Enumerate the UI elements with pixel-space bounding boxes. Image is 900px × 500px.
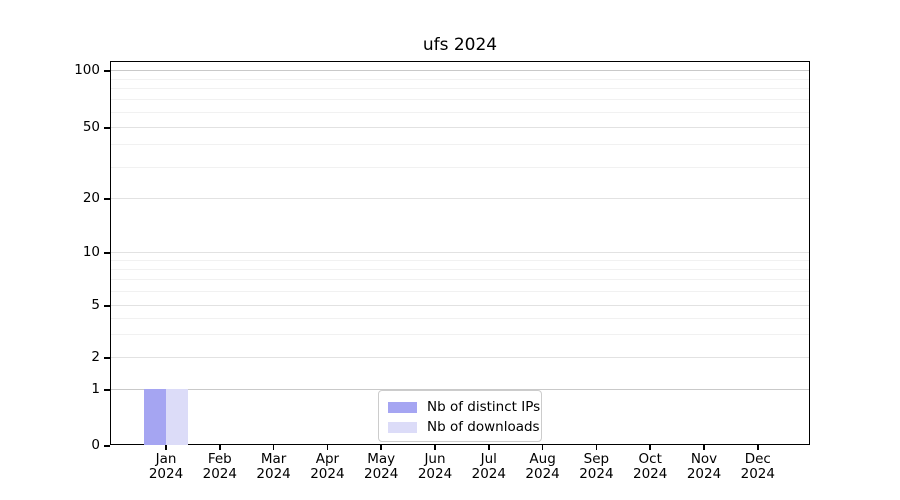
bar-downloads	[166, 389, 188, 445]
x-tick-label-year: 2024	[256, 466, 291, 482]
chart-title: ufs 2024	[422, 35, 498, 55]
y-major-gridline	[111, 70, 809, 71]
x-tick-mark	[649, 445, 651, 450]
x-tick-mark	[219, 445, 221, 450]
x-tick-mark	[272, 445, 275, 450]
x-tick-label-year: 2024	[364, 466, 399, 482]
x-tick-label-month: Jun	[424, 451, 446, 467]
y-minor-gridline	[111, 79, 809, 80]
y-minor-gridline	[111, 260, 809, 261]
x-tick-mark	[595, 445, 598, 450]
y-tick-mark	[104, 70, 110, 72]
y-tick-mark	[104, 357, 110, 359]
x-tick-label-month: Dec	[744, 451, 771, 467]
y-tick-mark	[104, 305, 110, 307]
x-tick-mark	[488, 445, 490, 450]
y-tick-label: 2	[91, 349, 100, 365]
y-major-gridline	[111, 305, 809, 306]
x-tick-label-month: Jul	[480, 451, 497, 467]
y-major-gridline	[111, 389, 809, 390]
x-tick-label: May 2024	[351, 452, 411, 482]
y-tick-label: 50	[82, 119, 100, 135]
x-tick-label-year: 2024	[310, 466, 345, 482]
y-minor-gridline	[111, 167, 809, 168]
x-tick-label-month: Aug	[529, 451, 556, 467]
x-tick-label-month: May	[367, 451, 396, 467]
x-tick-mark	[380, 445, 382, 450]
y-major-gridline	[111, 198, 809, 199]
plot-area	[110, 61, 810, 445]
y-major-gridline	[111, 252, 809, 253]
y-minor-gridline	[111, 112, 809, 113]
x-tick-label-year: 2024	[740, 466, 775, 482]
y-tick-mark	[104, 127, 110, 129]
y-minor-gridline	[111, 334, 809, 335]
x-tick-label-year: 2024	[633, 466, 668, 482]
legend-swatch-downloads	[388, 421, 417, 433]
x-tick-label-year: 2024	[686, 466, 722, 482]
legend-item-distinct-ips: Nb of distinct IPs	[388, 397, 540, 417]
x-tick-mark	[757, 445, 759, 450]
y-tick-label: 0	[91, 437, 100, 453]
y-major-gridline	[111, 357, 809, 358]
x-tick-label-month: Oct	[638, 451, 662, 467]
x-tick-mark	[541, 445, 544, 450]
x-tick-label: Jan 2024	[136, 452, 196, 482]
y-tick-mark	[104, 252, 110, 254]
legend-item-downloads: Nb of downloads	[388, 417, 540, 437]
y-tick-label: 100	[74, 62, 100, 78]
x-tick-label-year: 2024	[148, 466, 184, 482]
x-tick-label: Jun 2024	[405, 452, 465, 482]
legend-label-downloads: Nb of downloads	[427, 419, 540, 435]
y-minor-gridline	[111, 144, 809, 145]
y-tick-label: 5	[91, 297, 100, 313]
x-tick-label-year: 2024	[525, 466, 560, 482]
x-tick-label-month: Apr	[315, 451, 340, 467]
x-tick-label-month: Nov	[690, 451, 718, 467]
y-tick-label: 20	[82, 190, 100, 206]
x-tick-label: Oct 2024	[620, 452, 680, 482]
x-tick-mark	[703, 445, 705, 450]
bar-distinct-ips	[144, 389, 166, 445]
y-tick-mark	[104, 389, 110, 391]
x-tick-label-month: Jan	[155, 451, 177, 467]
x-tick-label: Jul 2024	[459, 452, 519, 482]
x-tick-label-year: 2024	[202, 466, 237, 482]
x-tick-label-year: 2024	[417, 466, 453, 482]
legend-swatch-distinct-ips	[388, 401, 417, 413]
x-tick-label: Sep 2024	[566, 452, 626, 482]
x-tick-label-year: 2024	[579, 466, 614, 482]
x-tick-label-month: Sep	[583, 451, 610, 467]
x-tick-mark	[326, 445, 329, 450]
y-minor-gridline	[111, 279, 809, 280]
x-tick-label: Apr 2024	[297, 452, 357, 482]
y-minor-gridline	[111, 291, 809, 292]
x-tick-label: Feb 2024	[190, 452, 250, 482]
x-tick-mark	[165, 445, 167, 450]
y-major-gridline	[111, 127, 809, 128]
x-tick-label-month: Mar	[260, 451, 287, 467]
x-tick-label: Aug 2024	[513, 452, 573, 482]
y-tick-mark	[104, 198, 110, 200]
y-minor-gridline	[111, 269, 809, 270]
x-tick-label: Dec 2024	[728, 452, 788, 482]
y-minor-gridline	[111, 88, 809, 89]
y-minor-gridline	[111, 318, 809, 319]
x-tick-label-month: Feb	[207, 451, 232, 467]
legend: Nb of distinct IPs Nb of downloads	[378, 390, 542, 442]
x-tick-mark	[434, 445, 436, 450]
x-tick-label-year: 2024	[471, 466, 506, 482]
x-tick-label: Nov 2024	[674, 452, 734, 482]
y-tick-label: 1	[91, 381, 100, 397]
y-tick-label: 10	[82, 244, 100, 260]
legend-label-distinct-ips: Nb of distinct IPs	[427, 399, 541, 415]
y-tick-mark	[104, 445, 110, 447]
x-tick-label: Mar 2024	[244, 452, 304, 482]
y-minor-gridline	[111, 99, 809, 100]
